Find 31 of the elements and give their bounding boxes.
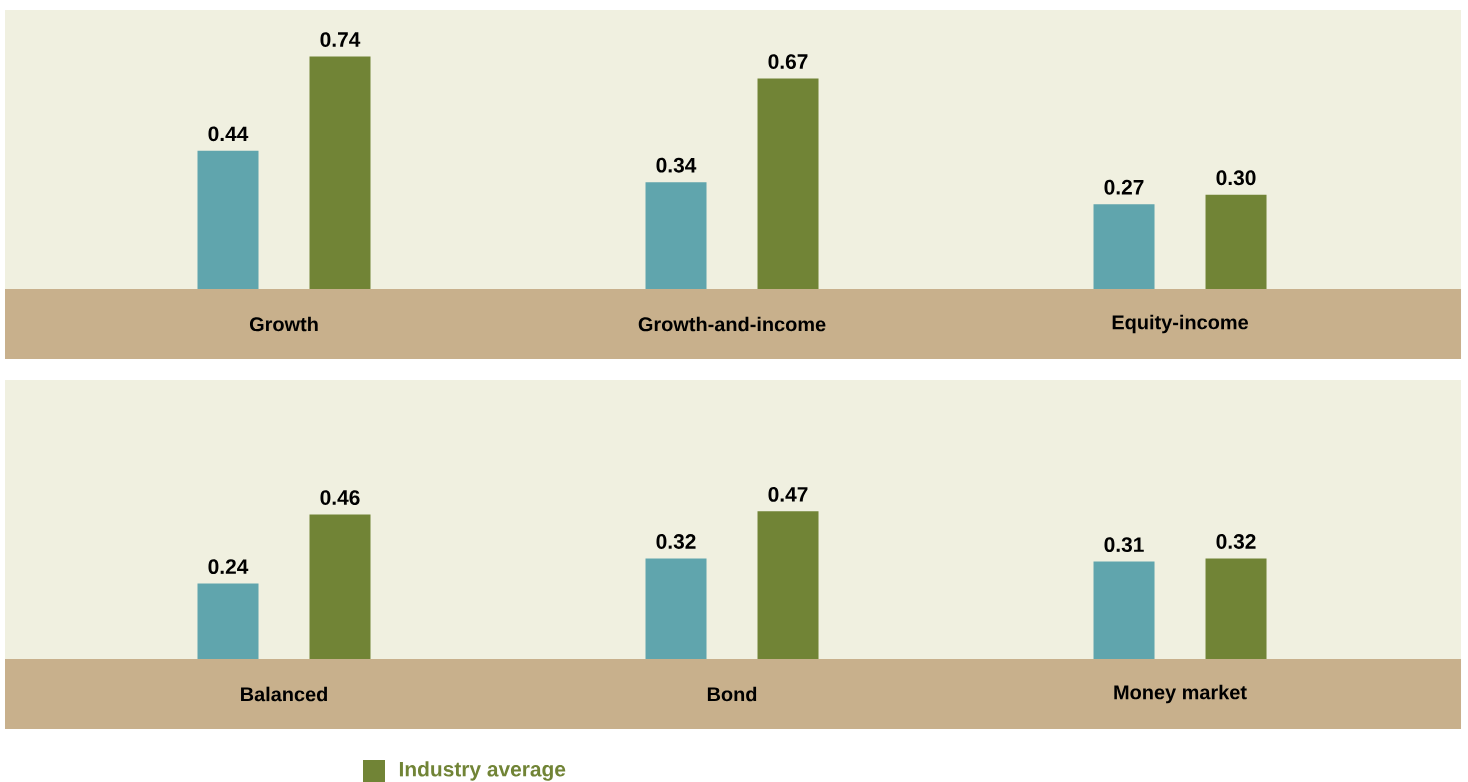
bar <box>1205 558 1267 659</box>
legend-label: Industry average <box>399 761 566 781</box>
bar <box>757 511 819 659</box>
data-label: 0.67 <box>768 54 808 69</box>
bar <box>1093 561 1155 659</box>
bar <box>1093 204 1155 289</box>
data-label: 0.24 <box>208 559 249 575</box>
x-tick-label: Bond <box>707 686 757 702</box>
data-label: 0.31 <box>1104 537 1144 553</box>
bar <box>309 514 371 659</box>
bar <box>309 56 371 289</box>
data-label: 0.34 <box>656 157 697 173</box>
data-label: 0.74 <box>320 32 361 47</box>
data-label: 0.27 <box>1104 179 1144 195</box>
x-tick-label: Equity-income <box>1112 314 1248 334</box>
x-tick-label: Growth-and-income <box>638 316 826 332</box>
bar <box>757 78 819 289</box>
data-label: 0.32 <box>656 534 696 549</box>
bar <box>645 182 707 289</box>
data-label: 0.32 <box>1216 534 1256 549</box>
x-tick-label: Money market <box>1114 684 1247 704</box>
data-label: 0.44 <box>208 126 249 142</box>
bar <box>197 150 259 289</box>
x-tick-label: Balanced <box>241 686 327 702</box>
data-label: 0.46 <box>320 490 360 505</box>
bar <box>197 583 259 659</box>
data-label: 0.47 <box>768 486 808 502</box>
bar <box>645 558 707 659</box>
bar <box>1205 194 1267 289</box>
x-tick-label: Growth <box>249 316 318 332</box>
data-label: 0.30 <box>1216 170 1256 186</box>
